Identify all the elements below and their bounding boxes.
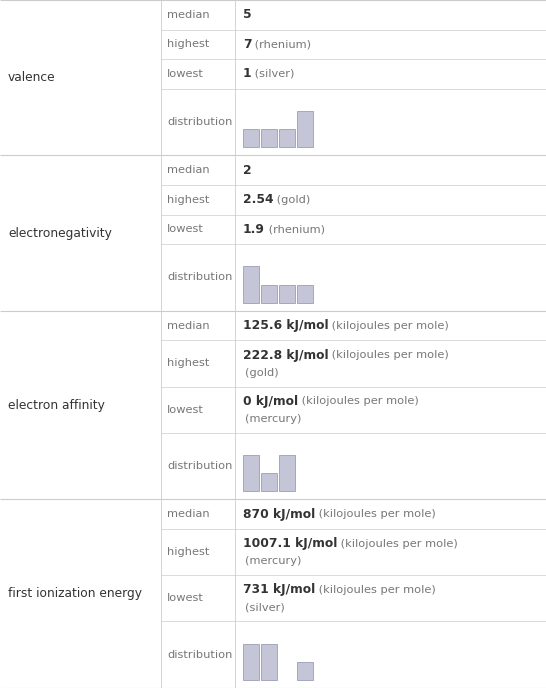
- Bar: [243, 643, 259, 680]
- Text: 2: 2: [243, 164, 251, 177]
- Bar: [261, 285, 277, 303]
- Bar: [297, 111, 313, 147]
- Text: 125.6 kJ/mol: 125.6 kJ/mol: [243, 319, 328, 332]
- Bar: [297, 662, 313, 680]
- Text: (rhenium): (rhenium): [265, 224, 325, 235]
- Text: (silver): (silver): [251, 69, 295, 79]
- Text: median: median: [167, 321, 210, 330]
- Text: 0 kJ/mol: 0 kJ/mol: [243, 395, 298, 408]
- Text: electron affinity: electron affinity: [8, 398, 105, 411]
- Text: lowest: lowest: [167, 405, 204, 415]
- Text: (gold): (gold): [245, 367, 278, 378]
- Bar: [279, 285, 295, 303]
- Text: first ionization energy: first ionization energy: [8, 587, 142, 600]
- Text: (rhenium): (rhenium): [251, 39, 311, 50]
- Text: (mercury): (mercury): [245, 557, 301, 566]
- Text: (kilojoules per mole): (kilojoules per mole): [315, 509, 436, 519]
- Text: highest: highest: [167, 39, 210, 50]
- Text: 222.8 kJ/mol: 222.8 kJ/mol: [243, 349, 328, 362]
- Text: highest: highest: [167, 547, 210, 557]
- Text: lowest: lowest: [167, 69, 204, 79]
- Text: electronegativity: electronegativity: [8, 226, 112, 239]
- Bar: [261, 473, 277, 491]
- Text: 731 kJ/mol: 731 kJ/mol: [243, 583, 315, 596]
- Text: (kilojoules per mole): (kilojoules per mole): [315, 585, 436, 595]
- Text: distribution: distribution: [167, 272, 233, 282]
- Bar: [243, 129, 259, 147]
- Text: 7: 7: [243, 38, 251, 51]
- Text: median: median: [167, 10, 210, 20]
- Text: valence: valence: [8, 71, 56, 84]
- Text: 1: 1: [243, 67, 251, 80]
- Text: median: median: [167, 165, 210, 175]
- Text: lowest: lowest: [167, 224, 204, 235]
- Text: (kilojoules per mole): (kilojoules per mole): [337, 539, 458, 549]
- Bar: [243, 455, 259, 491]
- Text: (kilojoules per mole): (kilojoules per mole): [328, 321, 449, 330]
- Bar: [261, 643, 277, 680]
- Text: 870 kJ/mol: 870 kJ/mol: [243, 508, 315, 521]
- Text: distribution: distribution: [167, 649, 233, 660]
- Bar: [261, 129, 277, 147]
- Text: distribution: distribution: [167, 461, 233, 471]
- Text: highest: highest: [167, 195, 210, 205]
- Text: (silver): (silver): [245, 603, 284, 612]
- Bar: [279, 455, 295, 491]
- Text: 2.54: 2.54: [243, 193, 274, 206]
- Bar: [279, 129, 295, 147]
- Bar: [297, 285, 313, 303]
- Text: 5: 5: [243, 8, 251, 21]
- Text: (mercury): (mercury): [245, 414, 301, 424]
- Text: distribution: distribution: [167, 117, 233, 127]
- Text: lowest: lowest: [167, 593, 204, 603]
- Text: (kilojoules per mole): (kilojoules per mole): [298, 396, 419, 407]
- Bar: [243, 266, 259, 303]
- Text: median: median: [167, 509, 210, 519]
- Text: 1.9: 1.9: [243, 223, 265, 236]
- Text: (gold): (gold): [274, 195, 311, 205]
- Text: highest: highest: [167, 358, 210, 368]
- Text: 1007.1 kJ/mol: 1007.1 kJ/mol: [243, 537, 337, 550]
- Text: (kilojoules per mole): (kilojoules per mole): [328, 350, 449, 360]
